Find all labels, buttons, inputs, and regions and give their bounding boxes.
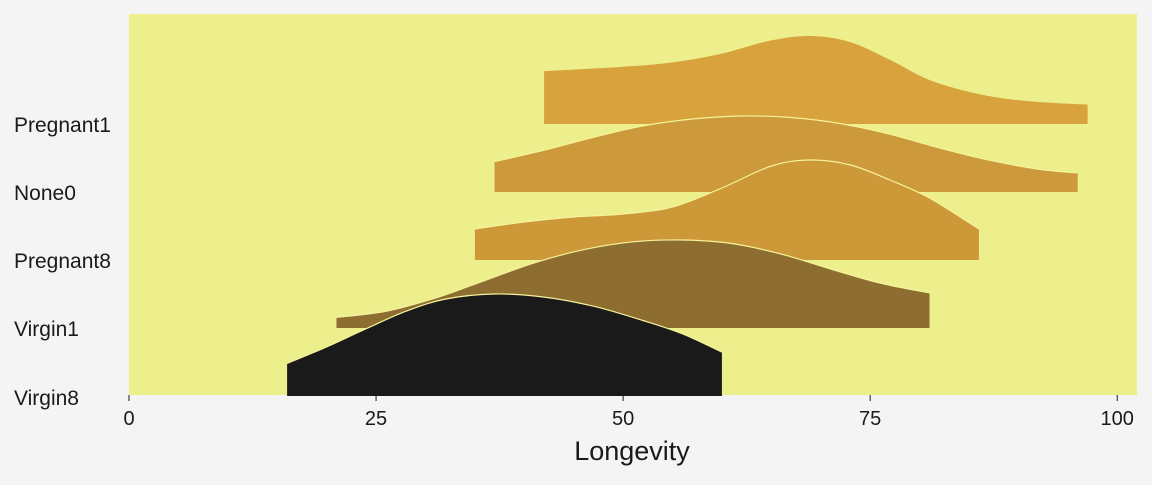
- y-label-pregnant8: Pregnant8: [14, 250, 111, 273]
- ridge-outline-none0: [494, 115, 1078, 174]
- ridges-layer: [286, 35, 1088, 396]
- ridge-outline-virgin8: [286, 293, 723, 364]
- ridge-outline-pregnant8: [474, 159, 980, 230]
- ridge-outline-virgin1: [336, 239, 930, 318]
- y-label-virgin8: Virgin8: [14, 387, 79, 410]
- x-tick-label: 0: [123, 408, 134, 430]
- x-axis-title: Longevity: [574, 436, 690, 466]
- y-label-none0: None0: [14, 182, 76, 205]
- x-tick-label: 25: [365, 408, 387, 430]
- y-label-virgin1: Virgin1: [14, 318, 79, 341]
- ridge-none0: [494, 115, 1078, 192]
- y-label-pregnant1: Pregnant1: [14, 114, 111, 137]
- x-tick-label: 50: [612, 408, 634, 430]
- ridge-virgin8: [287, 293, 722, 396]
- ridge-pregnant1: [544, 35, 1088, 124]
- x-tick-label: 75: [859, 408, 881, 430]
- x-tick-label: 100: [1101, 408, 1134, 430]
- y-category-labels: Pregnant1 None0 Pregnant8 Virgin1 Virgin8: [14, 114, 111, 410]
- x-axis: 0 25 50 75 100: [123, 395, 1134, 430]
- ridge-pregnant8: [474, 159, 979, 260]
